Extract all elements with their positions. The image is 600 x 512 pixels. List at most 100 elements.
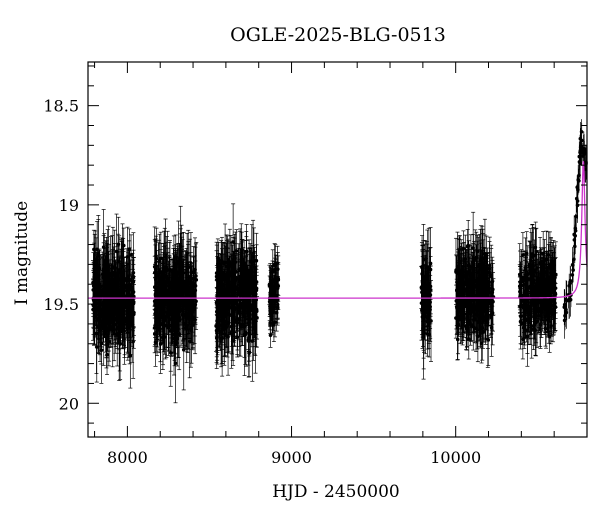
data-point [428, 304, 432, 309]
data-point [99, 293, 103, 297]
data-point [235, 335, 240, 340]
data-point [180, 313, 185, 317]
data-point [240, 287, 245, 292]
data-point [181, 347, 186, 352]
data-point [128, 353, 133, 358]
data-point [96, 287, 101, 291]
data-point [217, 289, 222, 294]
data-point [215, 294, 220, 299]
data-point [121, 264, 125, 268]
data-point [113, 285, 118, 290]
data-point [181, 307, 185, 311]
data-point [111, 304, 115, 308]
data-point [154, 256, 159, 261]
data-point [118, 292, 122, 296]
data-point [154, 301, 159, 305]
data-point [189, 287, 194, 292]
data-point [118, 298, 123, 303]
data-point [91, 280, 95, 285]
data-point [153, 292, 158, 296]
data-point [170, 305, 175, 310]
data-point [169, 282, 173, 286]
data-point [108, 293, 112, 298]
data-point [220, 259, 224, 264]
data-point [172, 301, 176, 305]
data-point [186, 265, 191, 269]
data-point [237, 310, 241, 315]
data-point [228, 305, 232, 310]
data-point [420, 272, 424, 276]
data-point [254, 298, 259, 302]
data-points-layer [91, 119, 588, 404]
data-point [176, 319, 180, 324]
data-point [122, 319, 127, 324]
data-point [229, 324, 234, 329]
data-point [125, 326, 130, 330]
data-point [126, 285, 131, 289]
data-point [421, 329, 426, 334]
data-point [222, 301, 226, 306]
data-point [102, 309, 106, 314]
data-point [126, 304, 130, 309]
data-point [183, 287, 188, 292]
data-point [193, 318, 197, 322]
data-point [166, 314, 171, 318]
data-point [239, 258, 244, 262]
x-axis-label: HJD - 2450000 [272, 482, 400, 502]
data-point [245, 281, 250, 286]
data-point [252, 265, 257, 269]
data-point [173, 361, 178, 365]
data-point [220, 309, 224, 314]
data-point [167, 291, 171, 295]
data-point [192, 294, 197, 298]
data-point [164, 288, 168, 292]
data-point [253, 274, 257, 278]
data-point [100, 321, 105, 325]
data-point [420, 278, 425, 283]
data-point [252, 250, 256, 255]
data-point [245, 305, 249, 310]
data-point [238, 304, 243, 309]
data-point [423, 311, 428, 315]
data-point [154, 285, 158, 290]
data-point [94, 345, 99, 349]
data-point [111, 324, 115, 329]
data-point [179, 262, 184, 266]
data-point [230, 312, 234, 317]
data-point [101, 267, 106, 271]
data-point [118, 342, 122, 346]
data-point [272, 277, 277, 282]
data-point [188, 301, 192, 305]
chart-title: OGLE-2025-BLG-0513 [230, 24, 446, 46]
data-point [426, 284, 431, 289]
data-point [221, 313, 226, 318]
data-point [113, 317, 118, 321]
data-point [232, 305, 236, 310]
data-point [110, 299, 114, 303]
data-point [92, 315, 97, 319]
data-point [246, 321, 251, 325]
data-point [429, 319, 433, 323]
data-point [165, 268, 169, 273]
data-point [156, 319, 160, 324]
data-point [251, 321, 256, 326]
data-point [93, 307, 97, 311]
data-point [109, 272, 114, 276]
data-point [247, 301, 251, 306]
data-point [131, 339, 135, 344]
data-point [121, 243, 126, 248]
data-point [268, 333, 273, 338]
data-point [242, 333, 247, 337]
data-point [229, 261, 233, 266]
data-point [249, 304, 253, 309]
data-point [176, 259, 181, 264]
data-point [214, 271, 219, 275]
data-point [101, 289, 106, 293]
data-point [428, 261, 433, 266]
data-point [175, 308, 179, 313]
data-point [127, 307, 132, 312]
data-point [131, 300, 136, 304]
data-point [105, 352, 109, 357]
data-point [226, 287, 230, 292]
